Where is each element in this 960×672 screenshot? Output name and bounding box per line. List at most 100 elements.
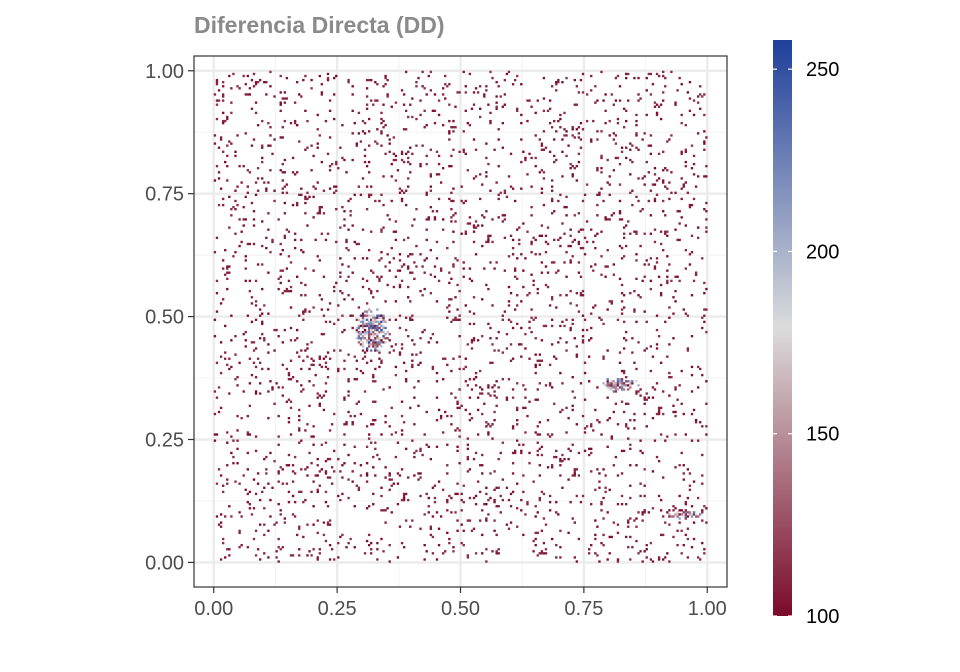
heatmap-cell <box>618 378 622 381</box>
heatmap-cell <box>328 136 332 139</box>
heatmap-cell <box>433 216 437 219</box>
heatmap-cell <box>431 210 435 213</box>
heatmap-cell <box>400 347 404 350</box>
heatmap-cell <box>452 130 455 133</box>
heatmap-cell <box>281 191 284 194</box>
heatmap-cell <box>511 427 515 430</box>
heatmap-cell <box>468 496 472 500</box>
heatmap-cell <box>600 130 603 133</box>
heatmap-cell <box>505 72 509 76</box>
heatmap-cell <box>291 480 295 483</box>
heatmap-cell <box>493 500 496 504</box>
heatmap-cell <box>668 560 671 563</box>
heatmap-cell <box>380 509 383 512</box>
heatmap-cell <box>472 224 476 227</box>
heatmap-cell <box>581 199 585 203</box>
heatmap-cell <box>703 292 706 295</box>
heatmap-cell <box>226 431 229 434</box>
heatmap-cell <box>279 548 282 551</box>
heatmap-cell <box>293 500 297 504</box>
heatmap-cell <box>481 335 484 338</box>
heatmap-cell <box>575 179 579 182</box>
heatmap-cell <box>639 494 642 498</box>
heatmap-cell <box>629 384 632 387</box>
heatmap-cell <box>230 111 233 115</box>
heatmap-cell <box>596 169 599 172</box>
heatmap-cell <box>302 359 305 362</box>
heatmap-cell <box>423 87 426 90</box>
heatmap-cell <box>452 263 455 266</box>
heatmap-cell <box>674 507 677 510</box>
heatmap-cell <box>470 339 474 342</box>
heatmap-cell <box>361 320 365 324</box>
heatmap-cell <box>347 248 350 252</box>
heatmap-cell <box>236 134 239 137</box>
heatmap-cell <box>666 435 669 438</box>
heatmap-cell <box>324 539 328 543</box>
heatmap-cell <box>370 339 373 342</box>
heatmap-cell <box>382 335 385 338</box>
heatmap-cell <box>224 515 227 518</box>
heatmap-cell <box>404 328 408 332</box>
heatmap-cell <box>265 455 268 459</box>
heatmap-cell <box>388 386 391 389</box>
heatmap-cell <box>409 318 412 321</box>
heatmap-cell <box>674 103 677 106</box>
heatmap-cell <box>277 503 280 506</box>
heatmap-cell <box>357 132 361 135</box>
heatmap-cell <box>565 294 568 297</box>
heatmap-cell <box>261 490 264 494</box>
heatmap-cell <box>481 472 484 475</box>
heatmap-cell <box>705 425 708 428</box>
heatmap-cell <box>692 113 696 117</box>
heatmap-cell <box>310 462 313 465</box>
heatmap-cell <box>625 423 628 426</box>
heatmap-cell <box>592 306 595 309</box>
heatmap-cell <box>701 482 704 485</box>
heatmap-cell <box>639 210 642 213</box>
heatmap-cell <box>263 339 266 342</box>
heatmap-cell <box>540 169 544 172</box>
heatmap-cell <box>705 287 708 291</box>
heatmap-cell <box>293 119 297 123</box>
heatmap-cell <box>425 218 428 221</box>
heatmap-cell <box>306 474 309 477</box>
heatmap-cell <box>487 287 490 291</box>
y-tick-label: 0.50 <box>145 307 184 329</box>
heatmap-cell <box>378 330 381 334</box>
y-tick-label: 0.25 <box>145 430 184 452</box>
heatmap-cell <box>261 160 264 164</box>
heatmap-cell <box>215 396 219 399</box>
heatmap-cell <box>435 300 439 303</box>
heatmap-cell <box>466 519 470 522</box>
heatmap-cell <box>625 224 628 227</box>
heatmap-cell <box>382 175 385 178</box>
heatmap-cell <box>602 496 605 500</box>
heatmap-cell <box>448 271 451 274</box>
heatmap-cell <box>532 550 535 553</box>
y-tick-label: 0.75 <box>145 184 184 206</box>
heatmap-cell <box>456 91 459 94</box>
heatmap-cell <box>374 320 377 324</box>
heatmap-cell <box>598 316 601 319</box>
heatmap-cell <box>281 171 284 174</box>
heatmap-cell <box>622 226 626 229</box>
heatmap-cell <box>561 150 564 153</box>
heatmap-cell <box>246 93 249 96</box>
heatmap-cell <box>316 181 319 184</box>
heatmap-cell <box>651 355 655 358</box>
heatmap-cell <box>374 80 377 84</box>
heatmap-cell <box>367 341 371 344</box>
heatmap-cell <box>234 480 237 483</box>
heatmap-cell <box>643 484 646 487</box>
heatmap-cell <box>384 83 387 86</box>
heatmap-cell <box>285 183 289 186</box>
heatmap-cell <box>337 494 340 498</box>
heatmap-cell <box>518 226 521 229</box>
heatmap-cell <box>579 146 583 149</box>
heatmap-cell <box>538 496 541 500</box>
heatmap-cell <box>361 357 365 360</box>
heatmap-cell <box>324 390 328 393</box>
heatmap-cell <box>694 513 698 516</box>
